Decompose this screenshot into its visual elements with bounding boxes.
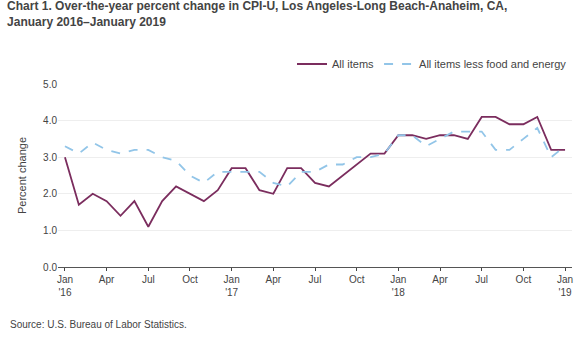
svg-text:All items less food and energy: All items less food and energy [419,58,566,70]
svg-text:Apr: Apr [432,274,448,285]
svg-text:Jan'17: Jan'17 [224,274,240,298]
svg-text:5.0: 5.0 [43,79,57,90]
svg-text:3.0: 3.0 [43,152,57,163]
svg-text:4.0: 4.0 [43,115,57,126]
svg-text:Jan'18: Jan'18 [390,274,406,298]
svg-text:Percent change: Percent change [16,137,28,214]
svg-text:Oct: Oct [349,274,365,285]
svg-text:All items: All items [332,58,374,70]
svg-text:Apr: Apr [99,274,115,285]
svg-text:0.0: 0.0 [43,262,57,273]
svg-text:2.0: 2.0 [43,188,57,199]
svg-text:1.0: 1.0 [43,225,57,236]
svg-text:Jul: Jul [475,274,488,285]
svg-text:Oct: Oct [516,274,532,285]
svg-text:Jul: Jul [309,274,322,285]
svg-text:Oct: Oct [182,274,198,285]
svg-text:Jan'16: Jan'16 [57,274,73,298]
svg-text:Source: U.S. Bureau of Labor S: Source: U.S. Bureau of Labor Statistics. [10,319,187,330]
svg-text:Jul: Jul [142,274,155,285]
svg-text:Jan'19: Jan'19 [557,274,573,298]
svg-text:Apr: Apr [266,274,282,285]
svg-text:Chart 1. Over-the-year percent: Chart 1. Over-the-year percent change in… [7,0,507,29]
